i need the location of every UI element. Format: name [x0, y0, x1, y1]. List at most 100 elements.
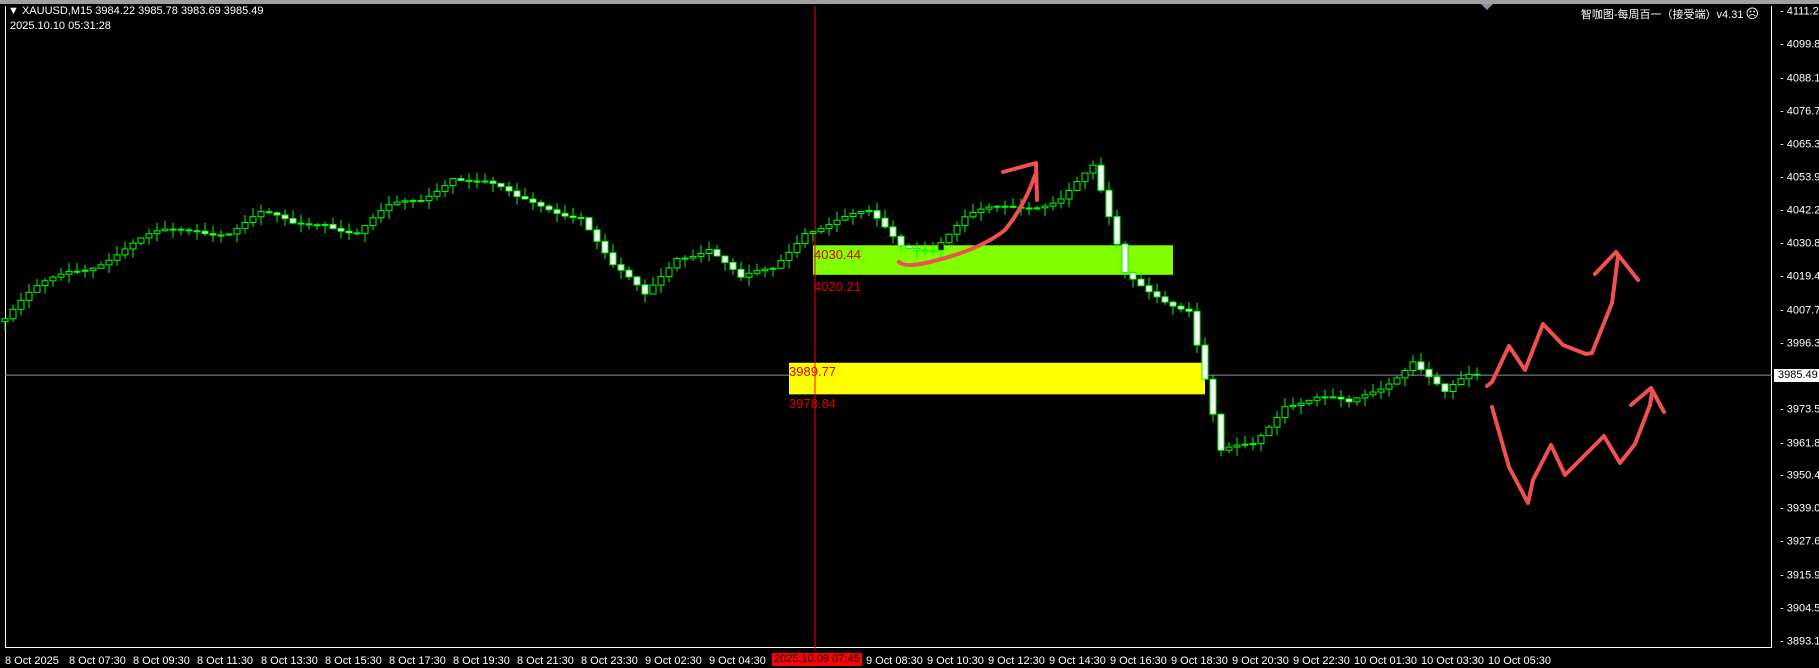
time-tick-label: 9 Oct 22:30 — [1293, 655, 1350, 667]
candle — [9, 304, 17, 323]
candle — [673, 256, 681, 272]
candle-body — [1041, 205, 1049, 209]
time-tick-label: 9 Oct 04:30 — [709, 655, 766, 667]
candle-body — [265, 211, 273, 214]
candle-body — [1441, 383, 1449, 392]
candle-body — [857, 210, 865, 214]
candle — [665, 261, 673, 283]
candle — [833, 211, 841, 233]
candle-body — [345, 230, 353, 234]
price-tick-label: - 4076.70 — [1780, 105, 1819, 118]
candle-body — [473, 180, 481, 183]
time-tick-label: 8 Oct 19:30 — [453, 655, 510, 667]
indicator-name: 智咖图-每周百一（接受端）v4.31 — [1580, 9, 1744, 21]
time-tick-label: 9 Oct 10:30 — [927, 655, 984, 667]
candle — [513, 182, 521, 205]
candle-body — [897, 235, 905, 247]
time-tick-label: 9 Oct 02:30 — [645, 655, 702, 667]
candle — [1449, 380, 1457, 399]
candle-body — [729, 261, 737, 270]
candle-body — [689, 255, 697, 259]
candle — [409, 198, 417, 208]
candle — [17, 292, 25, 316]
price-zone-1[interactable] — [789, 362, 1205, 395]
candle-body — [257, 211, 265, 218]
chart-shift-marker-icon[interactable] — [1481, 4, 1493, 10]
candle-body — [529, 198, 537, 203]
candle-body — [1313, 396, 1321, 401]
candle — [1057, 190, 1065, 209]
price-tick-label: - 3915.90 — [1780, 569, 1819, 582]
candle — [729, 257, 737, 276]
candle-body — [145, 233, 153, 239]
candle-body — [313, 224, 321, 227]
candle-body — [465, 179, 473, 182]
candle-body — [1033, 207, 1041, 210]
symbol-header[interactable]: ▼ XAUUSD,M15 3984.22 3985.78 3983.69 398… — [8, 5, 264, 18]
candle-body — [297, 222, 305, 225]
dropdown-triangle-icon[interactable]: ▼ — [8, 5, 22, 17]
candle-body — [505, 186, 513, 192]
candle — [281, 209, 289, 226]
time-tick-label: 8 Oct 23:30 — [581, 655, 638, 667]
price-tick-label: - 4088.10 — [1780, 72, 1819, 85]
candle — [1033, 205, 1041, 211]
candle-body — [1201, 344, 1209, 380]
candle — [1289, 397, 1297, 411]
candle — [313, 222, 321, 230]
candle-body — [1177, 305, 1185, 310]
candle — [345, 223, 353, 240]
candle — [817, 225, 825, 234]
candle — [1097, 157, 1105, 193]
candle-body — [1225, 446, 1233, 451]
candle-body — [1361, 394, 1369, 399]
candle-body — [705, 249, 713, 254]
candle — [1137, 273, 1145, 287]
candle-body — [1457, 378, 1465, 386]
candle — [41, 277, 49, 294]
candle — [737, 261, 745, 282]
candle-body — [1433, 376, 1441, 385]
candle — [473, 172, 481, 188]
candle-body — [817, 228, 825, 233]
candle — [369, 213, 377, 231]
candle — [1473, 367, 1481, 381]
candle-body — [569, 215, 577, 218]
candle — [1233, 437, 1241, 456]
candle — [1025, 201, 1033, 216]
candle — [841, 208, 849, 222]
candle-body — [625, 269, 633, 278]
candle-body — [985, 206, 993, 210]
price-tick-label: - 3904.50 — [1780, 602, 1819, 615]
candle-body — [273, 212, 281, 216]
candle-body — [353, 232, 361, 235]
candle — [161, 220, 169, 232]
candle-body — [249, 216, 257, 223]
price-zone-0[interactable] — [813, 245, 1173, 275]
candle-body — [329, 223, 337, 229]
price-tick-label: - 3927.60 — [1780, 535, 1819, 548]
zone-green-upper-label: 4030.44 — [814, 247, 861, 262]
candle-body — [673, 257, 681, 269]
candle-body — [1161, 296, 1169, 303]
candle — [753, 263, 761, 276]
candle — [1121, 241, 1129, 279]
candle-body — [1385, 383, 1393, 390]
candle — [865, 205, 873, 216]
price-tick-label: - 3961.80 — [1780, 437, 1819, 450]
candle-body — [657, 276, 665, 286]
candle — [825, 217, 833, 236]
candle — [1425, 361, 1433, 386]
candle-body — [1281, 406, 1289, 419]
candle-body — [241, 221, 249, 229]
candle-body — [841, 216, 849, 221]
candle-body — [73, 270, 81, 273]
candle — [705, 241, 713, 262]
candle — [1457, 371, 1465, 386]
candle-body — [321, 223, 329, 226]
candle-body — [1009, 205, 1017, 208]
candle-body — [1057, 198, 1065, 204]
candle — [585, 217, 593, 231]
price-tick-label: - 3939.00 — [1780, 502, 1819, 515]
